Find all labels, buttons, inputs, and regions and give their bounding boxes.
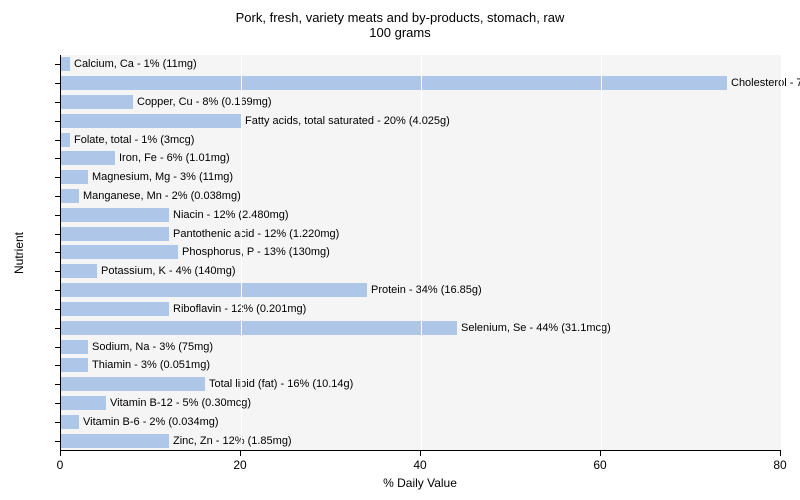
bar-label: Pantothenic acid - 12% (1.220mg)	[173, 227, 339, 241]
y-tick	[55, 309, 61, 310]
x-tick	[240, 450, 241, 456]
bar-label: Copper, Cu - 8% (0.169mg)	[137, 95, 272, 109]
y-tick	[55, 121, 61, 122]
bar-label: Calcium, Ca - 1% (11mg)	[74, 57, 197, 71]
bar-label: Sodium, Na - 3% (75mg)	[92, 340, 213, 354]
bar	[61, 170, 88, 184]
y-tick	[55, 196, 61, 197]
y-tick	[55, 158, 61, 159]
grid-line	[421, 55, 422, 450]
bar	[61, 227, 169, 241]
grid-line	[601, 55, 602, 450]
bar-label: Selenium, Se - 44% (31.1mcg)	[461, 321, 611, 335]
y-tick	[55, 365, 61, 366]
bar-label: Magnesium, Mg - 3% (11mg)	[92, 170, 233, 184]
y-tick	[55, 290, 61, 291]
y-tick	[55, 422, 61, 423]
plot-area: Calcium, Ca - 1% (11mg)Cholesterol - 74%…	[60, 55, 781, 451]
bar	[61, 415, 79, 429]
bar	[61, 358, 88, 372]
y-tick	[55, 328, 61, 329]
bar	[61, 114, 241, 128]
bar	[61, 208, 169, 222]
bar-label: Vitamin B-6 - 2% (0.034mg)	[83, 415, 219, 429]
x-tick-label: 20	[233, 458, 246, 472]
y-tick	[55, 441, 61, 442]
y-tick	[55, 215, 61, 216]
bar	[61, 57, 70, 71]
y-tick	[55, 234, 61, 235]
x-axis-label: % Daily Value	[60, 476, 780, 490]
x-tick-label: 60	[593, 458, 606, 472]
bar-label: Riboflavin - 12% (0.201mg)	[173, 302, 306, 316]
x-tick-label: 40	[413, 458, 426, 472]
y-tick	[55, 347, 61, 348]
bar-label: Fatty acids, total saturated - 20% (4.02…	[245, 114, 450, 128]
bar	[61, 302, 169, 316]
y-tick	[55, 252, 61, 253]
bar	[61, 76, 727, 90]
y-tick	[55, 64, 61, 65]
y-tick	[55, 83, 61, 84]
bar	[61, 95, 133, 109]
bar-label: Thiamin - 3% (0.051mg)	[92, 358, 210, 372]
bar-label: Manganese, Mn - 2% (0.038mg)	[83, 189, 241, 203]
bar	[61, 133, 70, 147]
grid-line	[241, 55, 242, 450]
y-tick	[55, 403, 61, 404]
x-tick	[600, 450, 601, 456]
bar-label: Total lipid (fat) - 16% (10.14g)	[209, 377, 353, 391]
y-tick	[55, 102, 61, 103]
chart-title-line2: 100 grams	[0, 25, 800, 40]
bar-label: Phosphorus, P - 13% (130mg)	[182, 245, 330, 259]
bar	[61, 434, 169, 448]
nutrition-bar-chart: Pork, fresh, variety meats and by-produc…	[0, 0, 800, 500]
x-tick	[780, 450, 781, 456]
bar	[61, 283, 367, 297]
bar-label: Folate, total - 1% (3mcg)	[74, 133, 194, 147]
bar	[61, 245, 178, 259]
bar-label: Vitamin B-12 - 5% (0.30mcg)	[110, 396, 251, 410]
bar	[61, 377, 205, 391]
y-tick	[55, 384, 61, 385]
x-tick	[420, 450, 421, 456]
x-tick	[60, 450, 61, 456]
bar-label: Iron, Fe - 6% (1.01mg)	[119, 151, 230, 165]
chart-title: Pork, fresh, variety meats and by-produc…	[0, 10, 800, 40]
bar-label: Cholesterol - 74% (223mg)	[731, 76, 800, 90]
bar	[61, 321, 457, 335]
y-tick	[55, 177, 61, 178]
bar	[61, 340, 88, 354]
bar-label: Zinc, Zn - 12% (1.85mg)	[173, 434, 292, 448]
bar	[61, 151, 115, 165]
bar	[61, 396, 106, 410]
y-tick	[55, 271, 61, 272]
x-tick-label: 0	[57, 458, 64, 472]
bar-label: Protein - 34% (16.85g)	[371, 283, 482, 297]
chart-title-line1: Pork, fresh, variety meats and by-produc…	[0, 10, 800, 25]
bar	[61, 189, 79, 203]
bar-label: Niacin - 12% (2.480mg)	[173, 208, 289, 222]
grid-line	[781, 55, 782, 450]
y-axis-label: Nutrient	[12, 55, 26, 450]
bar-label: Potassium, K - 4% (140mg)	[101, 264, 236, 278]
y-tick	[55, 140, 61, 141]
bar	[61, 264, 97, 278]
x-tick-label: 80	[773, 458, 786, 472]
